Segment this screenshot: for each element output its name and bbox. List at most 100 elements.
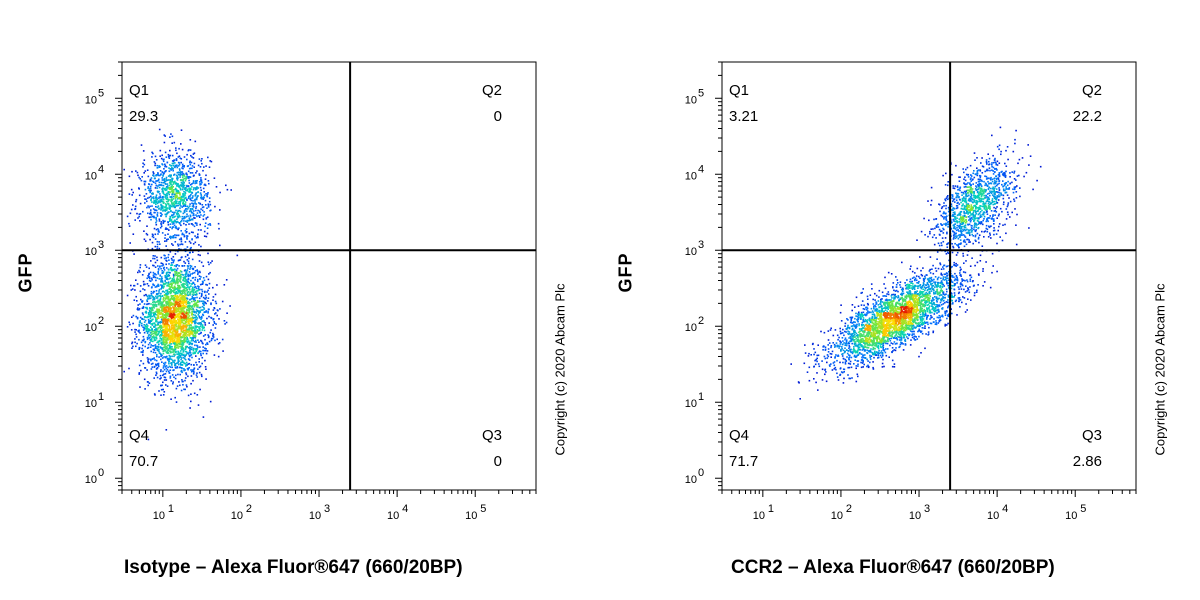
event-dot bbox=[164, 320, 167, 322]
event-dot bbox=[176, 337, 178, 340]
event-dot bbox=[215, 186, 218, 188]
event-dot bbox=[172, 223, 174, 225]
event-dot bbox=[173, 213, 175, 215]
event-dot bbox=[189, 328, 191, 330]
event-dot bbox=[962, 255, 965, 257]
event-dot bbox=[158, 288, 161, 291]
event-dot bbox=[159, 337, 162, 340]
event-dot bbox=[197, 187, 199, 189]
event-dot bbox=[180, 158, 183, 160]
event-dot bbox=[157, 363, 160, 366]
event-dot bbox=[185, 176, 188, 178]
event-dot bbox=[166, 228, 169, 230]
event-dot bbox=[167, 238, 169, 240]
event-dot bbox=[150, 179, 152, 182]
event-dot bbox=[180, 358, 182, 361]
event-dot bbox=[168, 310, 170, 312]
event-dot bbox=[142, 150, 145, 152]
event-dot bbox=[162, 189, 164, 192]
event-dot bbox=[177, 191, 179, 193]
event-dot bbox=[167, 179, 170, 181]
event-dot bbox=[152, 284, 154, 286]
event-dot bbox=[178, 342, 180, 345]
event-dot bbox=[194, 187, 197, 189]
event-dot bbox=[160, 295, 162, 298]
event-dot bbox=[821, 379, 824, 381]
event-dot bbox=[148, 196, 151, 199]
event-dot bbox=[202, 346, 204, 348]
event-dot bbox=[176, 315, 179, 318]
event-dot bbox=[185, 332, 187, 335]
event-dot bbox=[919, 319, 922, 321]
event-dot bbox=[207, 261, 210, 263]
event-dot bbox=[143, 294, 146, 297]
event-dot bbox=[215, 323, 217, 325]
event-dot bbox=[192, 153, 195, 155]
event-dot bbox=[209, 160, 211, 162]
event-dot bbox=[209, 271, 211, 274]
event-dot bbox=[195, 349, 198, 352]
event-dot bbox=[172, 168, 174, 170]
event-dot bbox=[159, 274, 162, 277]
event-dot bbox=[202, 352, 204, 355]
event-dot bbox=[187, 313, 190, 316]
event-dot bbox=[182, 185, 185, 187]
event-dot bbox=[159, 297, 162, 300]
event-dot bbox=[926, 309, 929, 311]
event-dot bbox=[159, 193, 161, 195]
event-dot bbox=[172, 314, 174, 316]
event-dot bbox=[174, 291, 177, 293]
event-dot bbox=[150, 358, 152, 361]
event-dot bbox=[201, 324, 204, 326]
event-dot bbox=[174, 219, 176, 222]
event-dot bbox=[902, 331, 904, 333]
event-dot bbox=[188, 330, 190, 333]
event-dot bbox=[160, 388, 163, 391]
event-dot bbox=[179, 270, 182, 272]
event-dot bbox=[193, 217, 195, 219]
event-dot bbox=[153, 201, 155, 203]
event-dot bbox=[192, 195, 194, 197]
event-dot bbox=[180, 293, 182, 295]
event-dot bbox=[168, 365, 171, 368]
event-dot bbox=[187, 363, 189, 365]
event-dot bbox=[203, 211, 205, 213]
event-dot bbox=[917, 312, 920, 315]
event-dot bbox=[188, 167, 191, 170]
y-tick-exponent: 1 bbox=[98, 391, 104, 403]
event-dot bbox=[161, 316, 163, 318]
event-dot bbox=[171, 193, 173, 196]
event-dot bbox=[167, 335, 170, 338]
event-dot bbox=[175, 158, 178, 160]
event-dot bbox=[162, 271, 165, 273]
event-dot bbox=[862, 314, 865, 316]
event-dot bbox=[201, 356, 204, 359]
event-dot bbox=[180, 325, 182, 328]
event-dot bbox=[181, 300, 183, 303]
event-dot bbox=[151, 366, 154, 368]
event-dot bbox=[164, 234, 167, 236]
event-dot bbox=[208, 308, 210, 311]
event-dot bbox=[172, 235, 175, 237]
event-dot bbox=[178, 147, 180, 150]
event-dot bbox=[197, 285, 199, 287]
event-dot bbox=[201, 290, 204, 293]
event-dot bbox=[169, 206, 171, 208]
event-dot bbox=[160, 204, 163, 207]
event-dot bbox=[956, 279, 959, 282]
event-dot bbox=[170, 322, 172, 325]
event-dot bbox=[144, 306, 147, 309]
event-dot bbox=[201, 209, 204, 212]
event-dot bbox=[176, 194, 178, 197]
event-dot bbox=[189, 299, 191, 301]
event-dot bbox=[153, 311, 155, 314]
event-dot bbox=[218, 342, 221, 344]
event-dot bbox=[910, 327, 913, 329]
event-dot bbox=[184, 347, 187, 349]
event-dot bbox=[199, 325, 202, 328]
event-dot bbox=[177, 358, 180, 361]
event-dot bbox=[194, 334, 197, 337]
event-dot bbox=[167, 304, 170, 307]
event-dot bbox=[939, 262, 941, 264]
event-dot bbox=[161, 200, 163, 202]
